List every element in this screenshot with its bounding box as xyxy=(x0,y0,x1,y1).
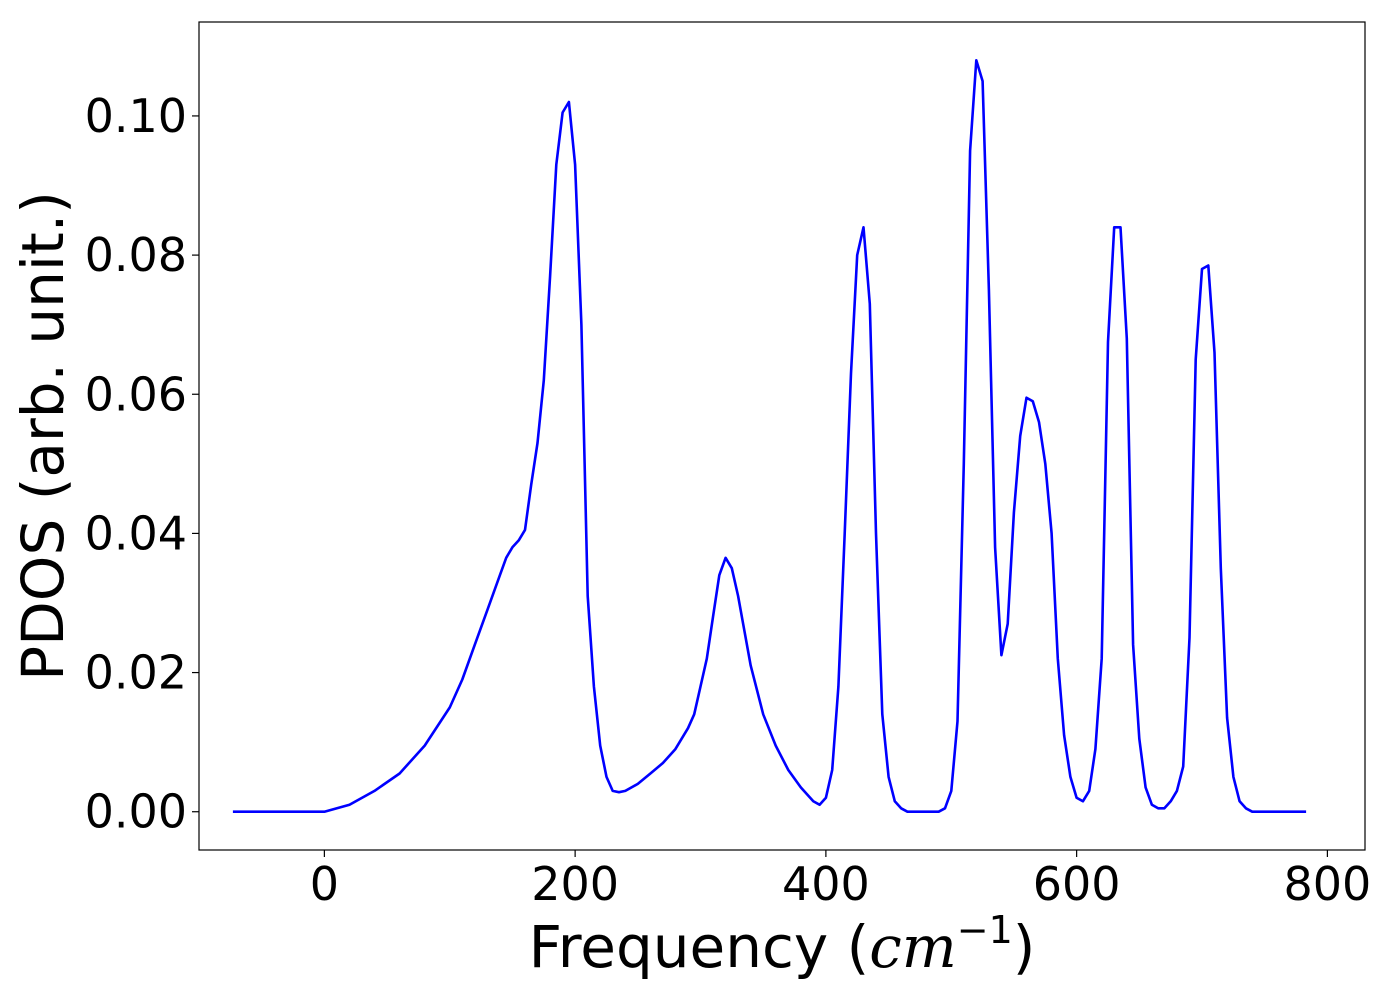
y-tick-label: 0.06 xyxy=(85,367,187,421)
x-tick-label: 200 xyxy=(531,857,619,911)
x-axis-label-unit: cm xyxy=(869,913,956,981)
y-tick-label: 0.10 xyxy=(85,89,187,143)
y-axis-label: PDOS (arb. unit.) xyxy=(9,191,77,681)
x-tick-label: 600 xyxy=(1033,857,1121,911)
x-axis-label-exponent: −1 xyxy=(957,908,1013,952)
y-tick-label: 0.00 xyxy=(85,785,187,839)
series-layer xyxy=(232,58,1307,814)
y-tick-label: 0.04 xyxy=(85,506,187,560)
y-axis: 0.00 0.02 0.04 0.06 0.08 0.10 xyxy=(85,89,199,839)
x-axis-label: Frequency (cm−1) xyxy=(529,908,1036,981)
y-tick-label: 0.02 xyxy=(85,646,187,700)
x-axis: 0 200 400 600 800 xyxy=(310,850,1371,911)
x-tick-label: 800 xyxy=(1283,857,1371,911)
x-tick-label: 0 xyxy=(310,857,339,911)
plot-frame xyxy=(198,21,1366,851)
x-axis-label-close: ) xyxy=(1013,913,1036,981)
pdos-series-line xyxy=(232,58,1307,814)
y-tick-label: 0.08 xyxy=(85,228,187,282)
x-axis-label-text: Frequency ( xyxy=(529,913,870,981)
x-tick-label: 400 xyxy=(782,857,870,911)
